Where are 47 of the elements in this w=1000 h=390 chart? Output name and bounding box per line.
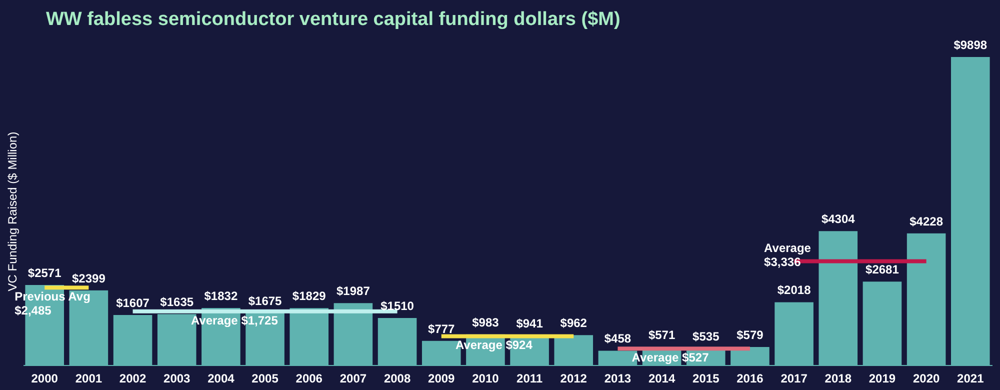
y-axis-title: VC Funding Raised ($ Million): [6, 132, 20, 292]
data-label: $983: [472, 315, 500, 330]
x-tick-label: 2008: [384, 372, 411, 386]
x-tick-label: 2004: [208, 372, 235, 386]
x-tick-label: 2016: [736, 372, 764, 386]
x-tick-label: 2003: [164, 372, 191, 386]
x-tick-label: 2013: [604, 372, 632, 386]
x-tick-label: 2019: [868, 372, 896, 386]
data-label: $2571: [28, 266, 62, 280]
x-tick-label: 2001: [75, 372, 102, 386]
x-tick-label: 2005: [252, 372, 279, 386]
data-label: $2681: [866, 262, 900, 277]
data-label: $1832: [204, 288, 238, 303]
x-tick-label: 2021: [957, 372, 984, 386]
data-label: $4304: [821, 212, 856, 226]
x-tick-label: 2009: [428, 372, 456, 386]
annotation: Average $3,336: [764, 241, 812, 270]
chart-title: WW fabless semiconductor venture capital funding dollars ($M): [46, 9, 620, 30]
data-label: $1607: [116, 296, 150, 310]
x-tick-label: 2017: [780, 372, 808, 386]
data-label: $9898: [954, 38, 988, 52]
x-tick-label: 2014: [648, 372, 676, 386]
data-label: $941: [516, 316, 544, 331]
x-tick-label: 2012: [560, 372, 588, 386]
data-label: $2018: [777, 283, 812, 298]
x-tick-label: 2000: [31, 372, 58, 386]
data-label: $579: [736, 328, 764, 342]
x-tick-label: 2018: [824, 372, 852, 386]
data-label: $4228: [910, 214, 944, 228]
data-label: $1675: [248, 294, 282, 308]
data-label: $962: [560, 316, 588, 330]
x-tick-label: 2011: [516, 372, 543, 386]
data-label: $1987: [336, 284, 370, 298]
data-label: $1510: [380, 299, 414, 314]
data-label: $777: [428, 322, 456, 336]
x-tick-label: 2010: [472, 372, 500, 386]
data-label: $2399: [72, 271, 106, 286]
x-tick-label: 2006: [296, 372, 323, 386]
x-tick-label: 2002: [119, 372, 146, 386]
data-label: $1635: [160, 295, 194, 310]
data-label: $458: [604, 332, 632, 346]
data-label: $535: [692, 329, 720, 344]
x-tick-label: 2015: [692, 372, 720, 386]
x-tick-label: 2007: [340, 372, 367, 386]
x-tick-label: 2020: [912, 372, 940, 386]
data-label: $1829: [292, 289, 326, 304]
data-label: $571: [648, 328, 676, 342]
